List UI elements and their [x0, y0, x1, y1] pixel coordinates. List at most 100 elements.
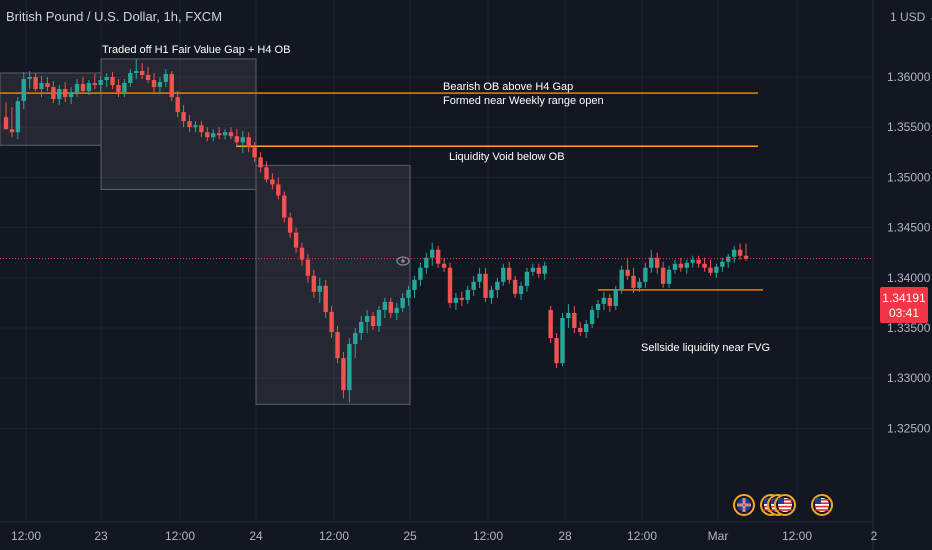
- candle-body: [530, 267, 536, 272]
- price-tick-label: 1.33500: [887, 321, 931, 335]
- candle-body: [649, 257, 654, 268]
- zone-box: [100, 58, 257, 190]
- price-axis[interactable]: [873, 0, 932, 522]
- candle-body: [39, 83, 44, 90]
- candle-body: [743, 255, 749, 259]
- eye-icon[interactable]: [396, 256, 410, 266]
- current-price-label: 1.34191: [882, 291, 926, 305]
- candle-body: [270, 179, 275, 185]
- candle-body: [323, 285, 328, 312]
- candle-body: [625, 269, 630, 276]
- candle-body: [258, 157, 263, 168]
- candle-body: [181, 112, 186, 122]
- candle-body: [536, 267, 541, 274]
- candle-body: [104, 77, 109, 81]
- economic-events[interactable]: [733, 494, 833, 516]
- candle-body: [57, 89, 62, 100]
- candle-body: [418, 267, 423, 280]
- candle-body: [175, 97, 180, 113]
- time-tick-label: 12:00: [11, 529, 41, 543]
- candle-body: [74, 84, 80, 93]
- candle-body: [151, 80, 157, 88]
- time-axis-ticks: 12:00 23 12:00 24 12:00 25 12:00 28 12:00 Mar 12:0…: [11, 529, 878, 543]
- time-axis[interactable]: [0, 522, 932, 550]
- us-flag-icon[interactable]: [811, 494, 833, 516]
- time-tick-label: 23: [94, 529, 108, 543]
- candle-body: [453, 297, 459, 303]
- currency-button[interactable]: 1 USD ⌄: [890, 10, 932, 24]
- candle-body: [139, 70, 145, 75]
- candle-body: [720, 261, 725, 267]
- candle-body: [589, 309, 595, 324]
- candle-body: [3, 117, 9, 130]
- candle-body: [412, 279, 417, 290]
- candle-body: [211, 133, 216, 138]
- candle-body: [690, 259, 695, 263]
- time-tick-label: Mar: [708, 529, 729, 543]
- candle-body: [495, 281, 500, 290]
- candle-body: [435, 249, 441, 264]
- candle-body: [282, 195, 287, 218]
- symbol-title: British Pound / U.S. Dollar, 1h, FXCM: [6, 9, 222, 24]
- annotation-bearish-ob: Bearish OB above H4 Gap: [443, 81, 573, 93]
- annotation-fvg-ob: Traded off H1 Fair Value Gap + H4 OB: [102, 44, 290, 56]
- countdown-label: 03:41: [889, 306, 919, 320]
- candle-body: [317, 285, 322, 292]
- annotation-weekly-open: Formed near Weekly range open: [443, 95, 604, 107]
- candle-body: [578, 328, 583, 333]
- candle-body: [293, 232, 299, 248]
- candle-body: [51, 87, 56, 100]
- candle-body: [193, 125, 198, 128]
- candle-body: [122, 83, 127, 93]
- candle-body: [406, 289, 411, 298]
- candle-body: [400, 297, 405, 308]
- zones: [0, 58, 411, 405]
- candle-body: [696, 259, 701, 264]
- candle-body: [424, 257, 429, 268]
- candle-body: [631, 275, 636, 288]
- price-tick-label: 1.35000: [887, 170, 931, 184]
- candle-body: [554, 338, 559, 364]
- candle-body: [163, 73, 169, 83]
- price-axis-ticks: 1.36000 1.35500 1.35000 1.34500 1.34000 1.335…: [887, 70, 931, 435]
- candle-body: [376, 309, 382, 326]
- candle-body: [560, 317, 565, 364]
- price-tick-label: 1.36000: [887, 70, 931, 84]
- time-tick-label: 24: [249, 529, 263, 543]
- candle-body: [542, 265, 547, 274]
- candle-body: [134, 70, 139, 73]
- candle-body: [471, 281, 476, 290]
- us-flag-icon[interactable]: [774, 494, 796, 516]
- uk-flag-icon[interactable]: [733, 494, 755, 516]
- candle-body: [394, 307, 399, 313]
- candle-body: [335, 332, 340, 359]
- time-tick-label: 12:00: [473, 529, 503, 543]
- candles: [3, 58, 749, 403]
- candle-body: [240, 137, 245, 143]
- candle-body: [370, 315, 376, 326]
- zone-box: [255, 164, 411, 405]
- candle-body: [228, 132, 234, 137]
- candle-body: [655, 257, 660, 268]
- candle-body: [234, 136, 240, 143]
- candle-body: [364, 315, 370, 322]
- time-tick-label: 25: [403, 529, 417, 543]
- candle-body: [9, 129, 15, 133]
- candle-body: [252, 147, 257, 158]
- candle-body: [21, 79, 26, 102]
- candle-body: [737, 249, 743, 256]
- candle-body: [128, 72, 133, 84]
- time-tick-label: 12:00: [627, 529, 657, 543]
- candle-body: [714, 266, 719, 273]
- candle-body: [33, 77, 38, 90]
- candle-body: [512, 279, 518, 294]
- candle-body: [483, 273, 488, 298]
- candle-body: [116, 85, 121, 93]
- candle-body: [477, 273, 482, 282]
- candle-body: [205, 132, 210, 138]
- candle-body: [27, 77, 32, 80]
- current-price-badge: 1.34191 03:41: [880, 287, 928, 323]
- candle-body: [583, 323, 589, 333]
